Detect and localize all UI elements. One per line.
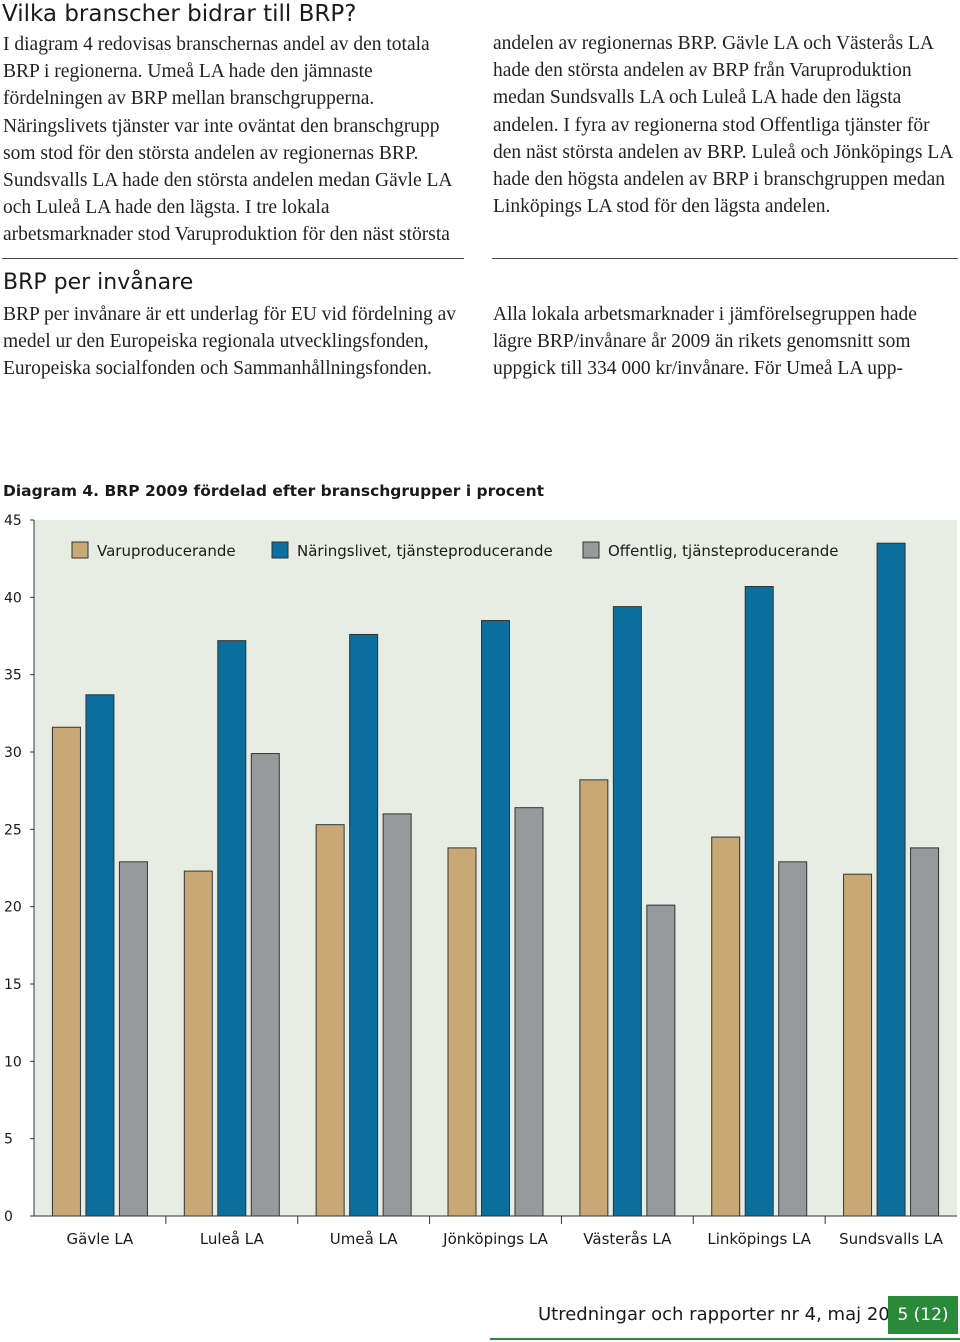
footer-page-number: 5 (12) [888, 1296, 958, 1334]
x-tick-label: Västerås LA [583, 1230, 672, 1248]
x-tick-label: Linköpings LA [707, 1230, 811, 1248]
bar [481, 620, 510, 1217]
legend-swatch [271, 541, 289, 559]
paragraph-left-1: I diagram 4 redovisas branschernas andel… [3, 34, 452, 246]
bar [382, 813, 412, 1217]
bar [217, 640, 247, 1217]
paragraph-left-2: BRP per invånare är ett underlag för EU … [3, 304, 457, 380]
chart-title: Diagram 4. BRP 2009 fördelad efter brans… [3, 482, 545, 500]
x-tick-label: Gävle LA [67, 1230, 135, 1248]
bar [711, 836, 741, 1217]
y-axis: 0 5 10 15 20 25 30 35 40 45 [4, 513, 35, 1225]
legend: Varuproducerande Näringslivet, tjänstepro… [71, 541, 838, 560]
y-tick-label: 30 [4, 745, 22, 761]
y-tick-label: 20 [4, 900, 22, 916]
divider-left [2, 258, 464, 259]
bar [514, 807, 544, 1217]
y-tick-label: 25 [4, 822, 22, 838]
legend-label: Offentlig, tjänsteproducerande [608, 542, 838, 560]
legend-label: Näringslivet, tjänsteproducerande [297, 542, 553, 560]
bar [447, 847, 477, 1217]
bar [910, 847, 940, 1217]
footer-publication: Utredningar och rapporter nr 4, maj 2012 [538, 1304, 913, 1325]
bar [183, 870, 213, 1217]
y-tick-label: 40 [4, 590, 22, 606]
y-tick-label: 45 [4, 513, 22, 529]
bar [250, 753, 280, 1217]
x-tick-label: Umeå LA [330, 1230, 398, 1248]
x-tick-label: Jönköpings LA [442, 1230, 548, 1248]
bar [778, 861, 808, 1217]
y-tick-label: 15 [4, 977, 22, 993]
x-tick-label: Sundsvalls LA [839, 1230, 944, 1248]
paragraph-right-1: andelen av regionernas BRP. Gävle LA och… [493, 33, 953, 218]
y-tick-label: 35 [4, 668, 22, 684]
y-tick-label: 0 [4, 1209, 13, 1225]
bars-group [51, 542, 940, 1217]
bar-chart: 0 5 10 15 20 25 30 35 40 45 Gävle LA Luleå LA Umeå … [4, 513, 957, 1248]
bar [744, 586, 774, 1217]
bar [349, 633, 379, 1217]
footer-rule [490, 1338, 960, 1340]
y-tick-label: 5 [4, 1132, 13, 1148]
bar [315, 824, 345, 1217]
bar [843, 873, 873, 1217]
x-axis: Gävle LA Luleå LA Umeå LA Jönköpings LA Väst… [34, 1215, 957, 1248]
bar [646, 904, 676, 1217]
legend-swatch [71, 541, 89, 559]
legend-swatch [582, 541, 600, 559]
x-tick-label: Luleå LA [200, 1230, 265, 1248]
bar [51, 726, 81, 1217]
bar [876, 542, 906, 1217]
subheading: BRP per invånare [3, 270, 194, 295]
bar [612, 606, 642, 1217]
y-tick-label: 10 [4, 1054, 22, 1070]
bar [579, 779, 609, 1217]
paragraph-right-2: Alla lokala arbetsmarknader i jämförelse… [493, 304, 917, 380]
legend-label: Varuproducerande [97, 542, 236, 560]
section-heading: Vilka branscher bidrar till BRP? [2, 1, 357, 27]
bar [118, 861, 148, 1217]
bar [85, 694, 115, 1217]
divider-right [492, 258, 958, 259]
